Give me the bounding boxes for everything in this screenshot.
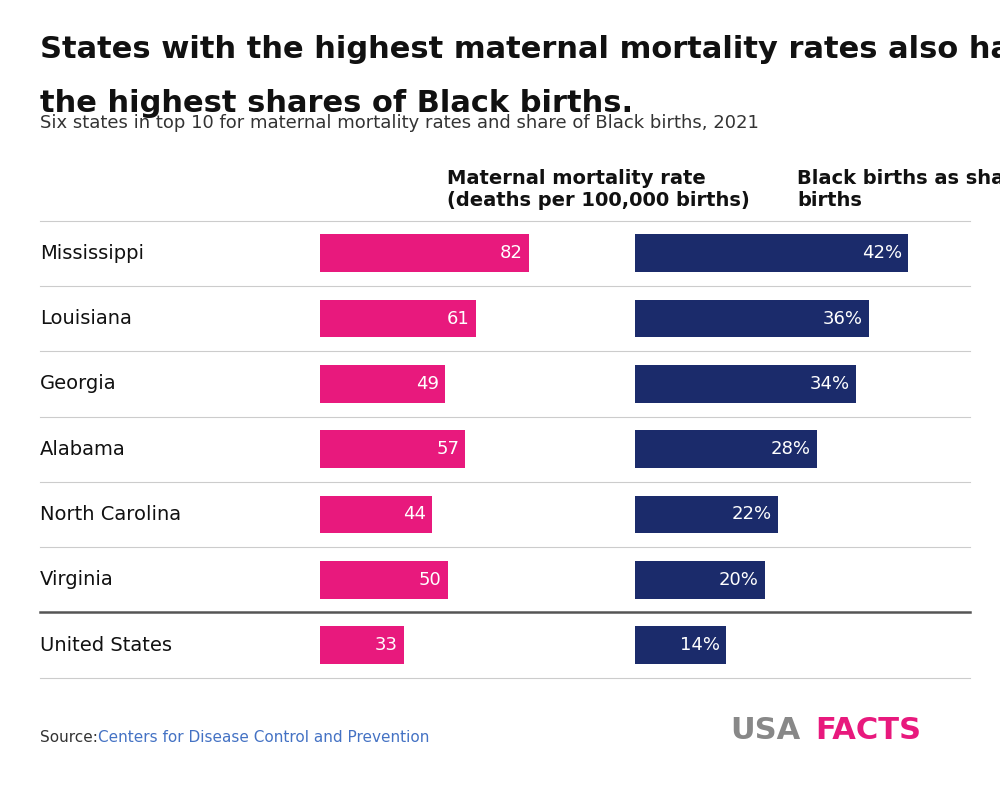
Text: 61: 61: [447, 310, 470, 328]
Text: Mississippi: Mississippi: [40, 243, 144, 262]
Text: 33: 33: [375, 636, 398, 654]
Bar: [320, 365, 445, 403]
Bar: [320, 299, 476, 337]
Text: 44: 44: [403, 505, 426, 523]
Text: Georgia: Georgia: [40, 374, 117, 393]
Text: 50: 50: [419, 571, 442, 589]
Bar: [635, 626, 726, 664]
Text: Black births as share of all
births: Black births as share of all births: [797, 169, 1000, 210]
Text: 20%: 20%: [719, 571, 759, 589]
Text: Source:: Source:: [40, 730, 103, 745]
Text: Alabama: Alabama: [40, 440, 126, 459]
Text: Louisiana: Louisiana: [40, 309, 132, 328]
Text: 14%: 14%: [680, 636, 720, 654]
Text: Virginia: Virginia: [40, 571, 114, 589]
Text: 49: 49: [416, 375, 439, 393]
Bar: [635, 365, 856, 403]
Bar: [635, 234, 908, 272]
Text: 22%: 22%: [732, 505, 772, 523]
Text: the highest shares of Black births.: the highest shares of Black births.: [40, 89, 633, 118]
Text: States with the highest maternal mortality rates also had some of: States with the highest maternal mortali…: [40, 35, 1000, 65]
Text: 36%: 36%: [823, 310, 863, 328]
Bar: [320, 430, 465, 468]
Bar: [635, 561, 765, 599]
Bar: [635, 299, 869, 337]
Text: Six states in top 10 for maternal mortality rates and share of Black births, 202: Six states in top 10 for maternal mortal…: [40, 114, 759, 132]
Bar: [320, 496, 432, 533]
Text: North Carolina: North Carolina: [40, 505, 181, 524]
Text: 28%: 28%: [771, 440, 811, 458]
Text: 34%: 34%: [810, 375, 850, 393]
Text: United States: United States: [40, 636, 172, 655]
Bar: [635, 430, 817, 468]
Bar: [635, 496, 778, 533]
Text: 57: 57: [436, 440, 459, 458]
Text: FACTS: FACTS: [815, 716, 921, 745]
Text: 42%: 42%: [862, 244, 902, 262]
Text: Maternal mortality rate
(deaths per 100,000 births): Maternal mortality rate (deaths per 100,…: [447, 169, 750, 210]
Text: USA: USA: [730, 716, 800, 745]
Bar: [320, 626, 404, 664]
Bar: [320, 561, 448, 599]
Bar: [320, 234, 529, 272]
Text: Centers for Disease Control and Prevention: Centers for Disease Control and Preventi…: [98, 730, 429, 745]
Text: 82: 82: [500, 244, 523, 262]
